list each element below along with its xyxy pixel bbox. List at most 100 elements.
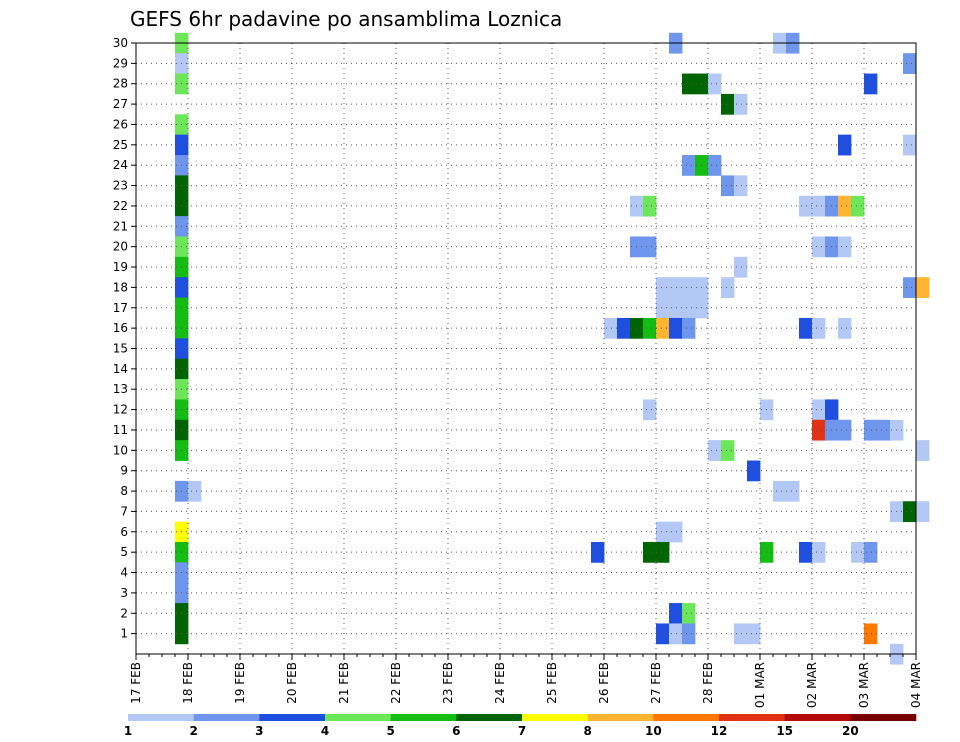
heatmap-cell [682, 155, 696, 176]
heatmap-cell [864, 541, 878, 563]
colorbar-label: 3 [255, 724, 263, 738]
heatmap-cell [708, 155, 722, 176]
x-tick-label: 20 FEB [285, 662, 299, 704]
heatmap-cell [812, 399, 826, 421]
y-tick-label: 22 [113, 199, 128, 213]
heatmap-cell [591, 541, 605, 563]
colorbar-swatch [653, 714, 720, 721]
heatmap-cell [669, 603, 683, 624]
heatmap-cell [682, 297, 696, 319]
heatmap-cell [838, 236, 852, 258]
heatmap-cell [812, 541, 826, 563]
y-tick-label: 14 [113, 362, 128, 376]
colorbar-swatch [587, 714, 654, 721]
colorbar-swatch [850, 714, 917, 721]
colorbar-label: 12 [711, 724, 728, 738]
heatmap-cell [721, 440, 735, 461]
y-tick-label: 18 [113, 280, 128, 294]
x-tick-label: 25 FEB [545, 662, 559, 704]
heatmap-cell [682, 73, 696, 95]
heatmap-cell [656, 541, 670, 563]
heatmap-cell [643, 236, 657, 258]
heatmap-cell [773, 480, 787, 502]
y-tick-label: 25 [113, 138, 128, 152]
heatmap-cells [175, 32, 930, 665]
heatmap-cell [864, 623, 878, 645]
y-tick-label: 19 [113, 260, 128, 274]
heatmap-cell [903, 277, 917, 298]
heatmap-cell [682, 277, 696, 298]
colorbar-swatch [259, 714, 326, 721]
colorbar-swatch [128, 714, 194, 721]
heatmap-cell [656, 521, 670, 543]
colorbar-label: 10 [645, 724, 662, 738]
y-tick-label: 4 [120, 566, 128, 580]
colorbar-swatch [456, 714, 523, 721]
colorbar-legend: 1 2 3 4 5 6 7 8 10 12 15 20 [124, 714, 917, 738]
chart-title: GEFS 6hr padavine po ansamblima Loznica [130, 7, 562, 31]
y-axis: 1234567891011121314151617181920212223242… [113, 36, 136, 641]
y-tick-label: 2 [120, 606, 128, 620]
heatmap-cell [903, 501, 917, 523]
heatmap-cell [812, 419, 826, 441]
x-axis: 17 FEB 18 FEB 19 FEB 20 FEB 21 FEB 22 FEB 23 F… [129, 654, 923, 708]
colorbar-swatch [325, 714, 391, 721]
x-tick-label: 17 FEB [129, 662, 143, 704]
x-tick-label: 01 MAR [753, 662, 767, 708]
y-tick-label: 7 [120, 504, 128, 518]
heatmap-cell [916, 501, 930, 523]
colorbar-label: 20 [842, 724, 859, 738]
heatmap-cell [604, 317, 618, 339]
x-tick-label: 26 FEB [597, 662, 611, 704]
heatmap-cell [721, 277, 735, 298]
heatmap-cell [643, 195, 657, 217]
heatmap-cell [799, 317, 813, 339]
colorbar-swatch [522, 714, 588, 721]
x-tick-label: 03 MAR [857, 662, 871, 708]
heatmap-cell [669, 317, 683, 339]
heatmap-cell [656, 623, 670, 645]
heatmap-cell [786, 480, 800, 502]
heatmap-cell [656, 297, 670, 319]
y-tick-label: 23 [113, 179, 128, 193]
y-tick-label: 29 [113, 56, 128, 70]
y-tick-label: 26 [113, 117, 128, 131]
heatmap-cell [721, 175, 735, 197]
x-tick-label: 02 MAR [805, 662, 819, 708]
heatmap-cell [734, 256, 748, 278]
y-tick-label: 16 [113, 321, 128, 335]
heatmap-cell [617, 317, 631, 339]
heatmap-cell [851, 541, 865, 563]
x-tick-label: 23 FEB [441, 662, 455, 704]
heatmap-cell [838, 317, 852, 339]
heatmap-cell [669, 297, 683, 319]
heatmap-cell [812, 236, 826, 258]
y-tick-label: 3 [120, 586, 128, 600]
colorbar-label: 6 [452, 724, 460, 738]
heatmap-cell [747, 460, 761, 482]
heatmap-cell [734, 623, 748, 645]
x-tick-label: 19 FEB [233, 662, 247, 704]
heatmap-cell [916, 440, 930, 461]
heatmap-cell [812, 195, 826, 217]
x-tick-label: 04 MAR [909, 662, 923, 708]
heatmap-cell [682, 317, 696, 339]
heatmap-cell [734, 175, 748, 197]
y-tick-label: 24 [113, 158, 128, 172]
heatmap-cell [799, 541, 813, 563]
heatmap-cell [669, 623, 683, 645]
colorbar-label: 8 [583, 724, 591, 738]
heatmap-cell [916, 277, 930, 298]
y-tick-label: 28 [113, 77, 128, 91]
heatmap-cell [188, 480, 202, 502]
y-tick-label: 9 [120, 464, 128, 478]
y-tick-label: 13 [113, 382, 128, 396]
heatmap-cell [851, 195, 865, 217]
heatmap-cell [682, 603, 696, 624]
y-tick-label: 15 [113, 342, 128, 356]
x-tick-label: 28 FEB [701, 662, 715, 704]
colorbar-label: 1 [124, 724, 132, 738]
y-tick-label: 27 [113, 97, 128, 111]
heatmap-cell [643, 399, 657, 421]
